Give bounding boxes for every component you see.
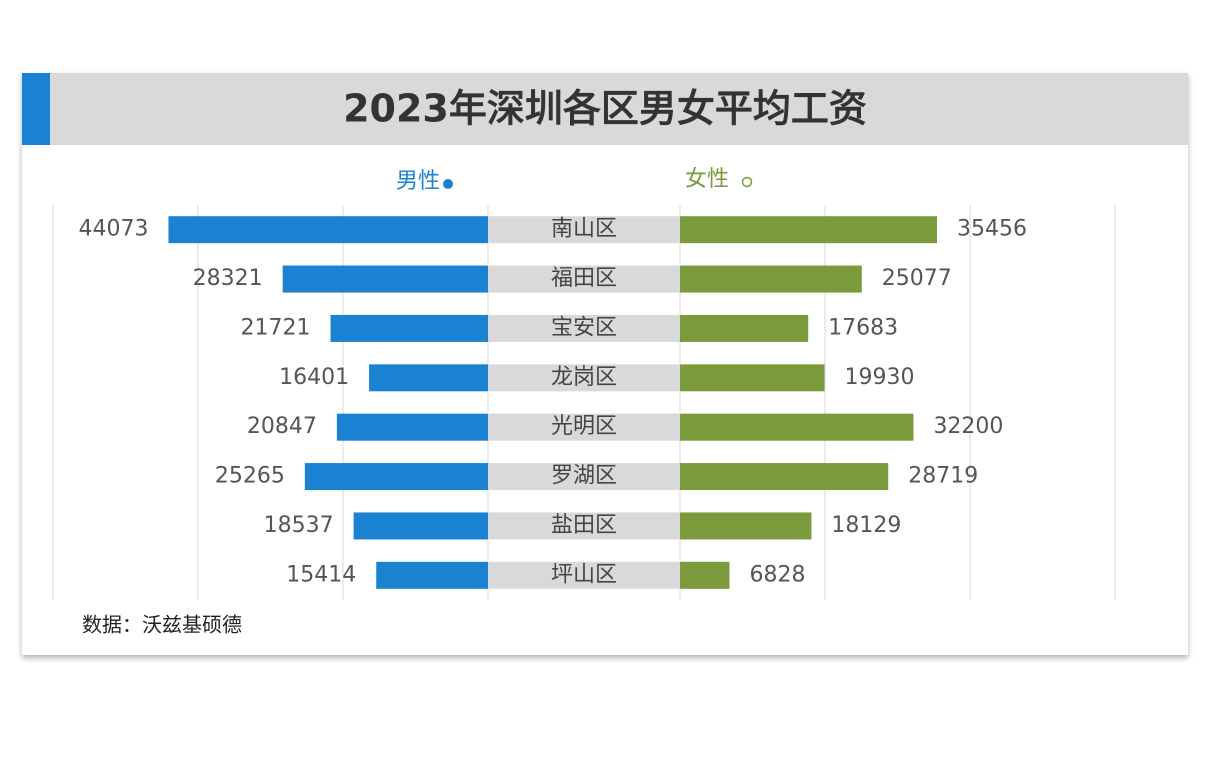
bar bbox=[680, 364, 825, 392]
bar bbox=[680, 413, 914, 441]
category-band bbox=[488, 265, 680, 293]
bar bbox=[680, 561, 730, 589]
data-label: 17683 bbox=[828, 315, 898, 340]
category-label: 光明区 bbox=[551, 414, 617, 439]
legend-label: 男性 bbox=[396, 169, 440, 194]
card bbox=[22, 73, 1188, 655]
bar bbox=[680, 314, 809, 342]
chart-title: 2023年深圳各区男女平均工资 bbox=[343, 87, 867, 131]
data-label: 25077 bbox=[882, 266, 952, 291]
data-label: 15414 bbox=[286, 562, 356, 587]
category-label: 龙岗区 bbox=[551, 365, 617, 390]
legend-label: 女性 bbox=[685, 167, 729, 192]
data-label: 6828 bbox=[750, 562, 806, 587]
bar bbox=[680, 463, 889, 491]
category-label: 坪山区 bbox=[551, 562, 617, 587]
category-label: 南山区 bbox=[551, 217, 617, 242]
category-band bbox=[488, 216, 680, 244]
data-label: 28321 bbox=[193, 266, 263, 291]
source-note: 数据：沃兹基硕德 bbox=[82, 613, 242, 637]
data-label: 44073 bbox=[78, 217, 148, 242]
bar bbox=[168, 216, 488, 244]
category-label: 福田区 bbox=[551, 266, 617, 291]
data-label: 16401 bbox=[279, 365, 349, 390]
data-label: 18537 bbox=[264, 513, 334, 538]
category-band bbox=[488, 314, 680, 342]
bar bbox=[282, 265, 488, 293]
bar bbox=[353, 512, 488, 540]
data-label: 18129 bbox=[831, 513, 901, 538]
category-label: 宝安区 bbox=[551, 315, 617, 340]
legend-marker bbox=[443, 179, 453, 189]
bar bbox=[369, 364, 488, 392]
category-label: 盐田区 bbox=[551, 513, 617, 538]
data-label: 20847 bbox=[247, 414, 317, 439]
legend-marker bbox=[741, 176, 753, 188]
bar bbox=[680, 512, 812, 540]
data-label: 28719 bbox=[908, 464, 978, 489]
bar bbox=[680, 265, 862, 293]
category-band bbox=[488, 561, 680, 589]
data-label: 25265 bbox=[215, 464, 285, 489]
data-label: 19930 bbox=[844, 365, 914, 390]
category-band bbox=[488, 463, 680, 491]
category-band bbox=[488, 413, 680, 441]
category-label: 罗湖区 bbox=[551, 464, 617, 489]
header-accent bbox=[22, 73, 50, 145]
data-label: 21721 bbox=[241, 315, 311, 340]
category-band bbox=[488, 364, 680, 392]
bar bbox=[330, 314, 488, 342]
header-band bbox=[22, 73, 1188, 145]
category-band bbox=[488, 512, 680, 540]
data-label: 32200 bbox=[933, 414, 1003, 439]
data-label: 35456 bbox=[957, 217, 1027, 242]
bar bbox=[680, 216, 938, 244]
bar bbox=[376, 561, 488, 589]
bar bbox=[304, 463, 488, 491]
bar bbox=[336, 413, 488, 441]
